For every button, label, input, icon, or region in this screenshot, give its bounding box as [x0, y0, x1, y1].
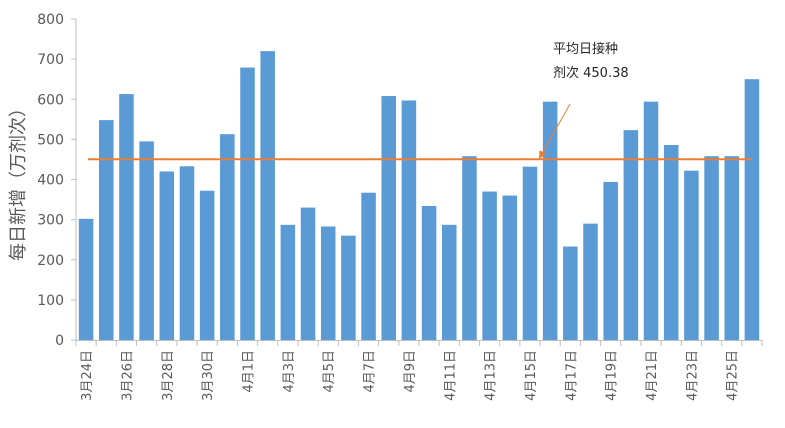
bar-4月19日	[603, 181, 618, 340]
bar-4月18日	[583, 223, 598, 340]
bar-3月25日	[99, 120, 114, 340]
y-axis-label: 每日新增（万剂次）	[8, 99, 29, 261]
y-tick-label: 0	[55, 333, 64, 349]
bar-4月23日	[684, 170, 699, 340]
bar-4月3日	[280, 224, 296, 340]
x-tick-label: 4月3日	[282, 350, 297, 393]
bar-4月5日	[320, 226, 336, 340]
bar-4月2日	[260, 51, 275, 340]
x-tick-label: 4月19日	[605, 350, 620, 401]
bar-4月13日	[482, 191, 497, 340]
bar-4月26日	[744, 79, 760, 340]
bar-4月7日	[361, 192, 376, 340]
axes-group	[75, 19, 762, 341]
bar-4月12日	[462, 156, 477, 340]
bar-4月8日	[381, 96, 396, 340]
y-tick-label: 700	[37, 52, 64, 68]
bar-4月15日	[522, 166, 538, 340]
average-arrow	[539, 103, 571, 160]
x-tick-label: 4月15日	[524, 350, 539, 401]
y-tick-label: 500	[37, 132, 64, 148]
x-tick-label: 4月13日	[484, 350, 499, 401]
bar-3月30日	[199, 190, 215, 340]
x-tick-label: 4月21日	[645, 350, 660, 401]
y-tick-label: 800	[37, 12, 64, 28]
bar-4月14日	[502, 195, 518, 340]
x-tick-label: 4月23日	[685, 350, 700, 401]
bar-4月1日	[240, 67, 255, 341]
bar-4月22日	[663, 144, 679, 340]
bar-4月6日	[341, 235, 356, 340]
bar-4月10日	[421, 205, 437, 340]
x-tick-label: 4月5日	[322, 350, 337, 393]
x-ticks-group: 3月24日 3月26日 3月28日 3月30日 4月1日 4月3日 4月5日 4月7日 4月9日…	[75, 340, 763, 401]
bar-4月9日	[401, 100, 417, 340]
x-tick-label: 4月17日	[564, 350, 579, 401]
average-label-line1: 平均日接种	[553, 41, 618, 57]
bar-4月17日	[563, 246, 578, 340]
y-tick-label: 200	[37, 253, 64, 269]
y-tick-label: 600	[37, 92, 64, 108]
y-ticks-group: 0 100 200 300 400 500 600 700 800	[37, 12, 76, 349]
x-tick-label: 3月28日	[161, 350, 176, 401]
bar-4月4日	[300, 207, 316, 340]
bar-4月25日	[724, 156, 739, 340]
y-tick-label: 100	[37, 293, 64, 309]
x-tick-label: 3月30日	[201, 350, 216, 401]
bar-3月26日	[119, 94, 134, 340]
y-tick-label: 400	[37, 173, 64, 189]
bar-3月31日	[220, 134, 235, 340]
bar-4月16日	[542, 101, 558, 340]
bar-3月24日	[78, 218, 94, 340]
bar-4月20日	[623, 130, 639, 340]
x-tick-label: 4月7日	[363, 350, 378, 393]
bar-4月11日	[442, 224, 457, 340]
bar-3月27日	[139, 141, 154, 340]
x-tick-label: 4月11日	[443, 350, 458, 401]
x-tick-label: 4月9日	[403, 350, 418, 393]
bar-4月24日	[704, 156, 719, 340]
x-tick-label: 4月1日	[242, 350, 257, 393]
x-tick-label: 4月25日	[726, 350, 741, 401]
y-tick-label: 300	[37, 213, 64, 229]
average-label-line2: 剂次 450.38	[553, 65, 629, 81]
bar-4月21日	[643, 101, 659, 340]
bars-group	[78, 51, 760, 341]
x-tick-label: 3月26日	[120, 350, 135, 401]
x-tick-label: 3月24日	[80, 350, 95, 401]
bar-3月28日	[159, 171, 175, 340]
bar-3月29日	[179, 166, 195, 340]
